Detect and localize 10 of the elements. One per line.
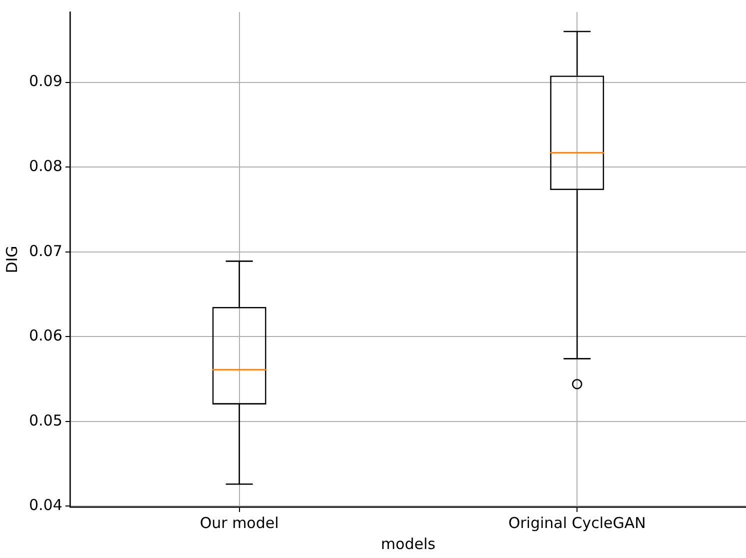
x-tick-label: Our model [200,514,279,532]
y-axis-title: DIG [2,246,21,274]
y-tick-label: 0.05 [28,411,62,430]
x-tick-label: Original CycleGAN [508,514,646,532]
y-tick-label: 0.08 [28,157,62,175]
x-axis-title: models [380,534,436,553]
y-tick-label: 0.04 [28,496,62,514]
y-tick-label: 0.06 [28,326,62,345]
y-tick-label: 0.09 [28,72,62,90]
y-tick-label: 0.07 [28,242,62,260]
